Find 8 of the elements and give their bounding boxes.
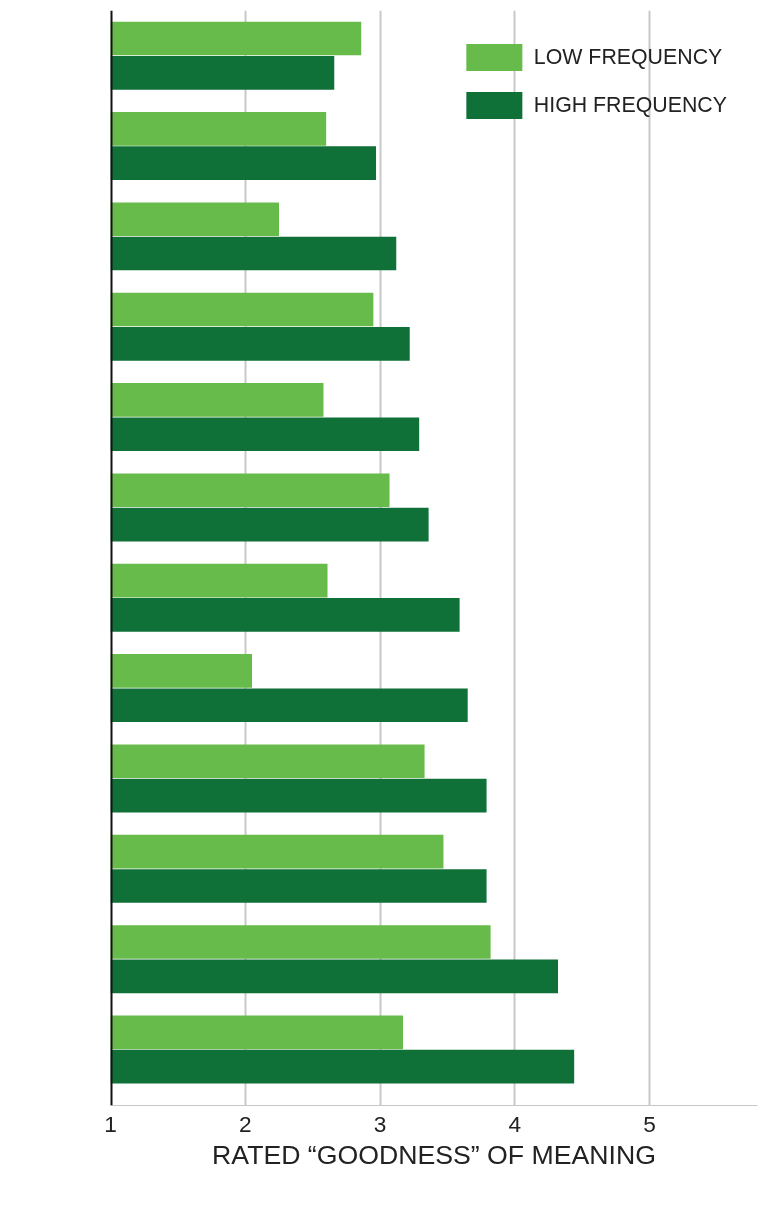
legend-label: LOW FREQUENCY bbox=[533, 43, 723, 71]
x-axis-title: RATED “GOODNESS” OF MEANING bbox=[212, 1139, 656, 1170]
x-tick-label: 4 bbox=[508, 1110, 522, 1137]
legend-label: HIGH FREQUENCY bbox=[533, 91, 727, 119]
x-tick-label: 1 bbox=[104, 1110, 117, 1137]
x-tick-label: 2 bbox=[238, 1110, 252, 1137]
x-tick-label: 3 bbox=[373, 1110, 387, 1137]
x-tick-label: 5 bbox=[643, 1110, 656, 1137]
